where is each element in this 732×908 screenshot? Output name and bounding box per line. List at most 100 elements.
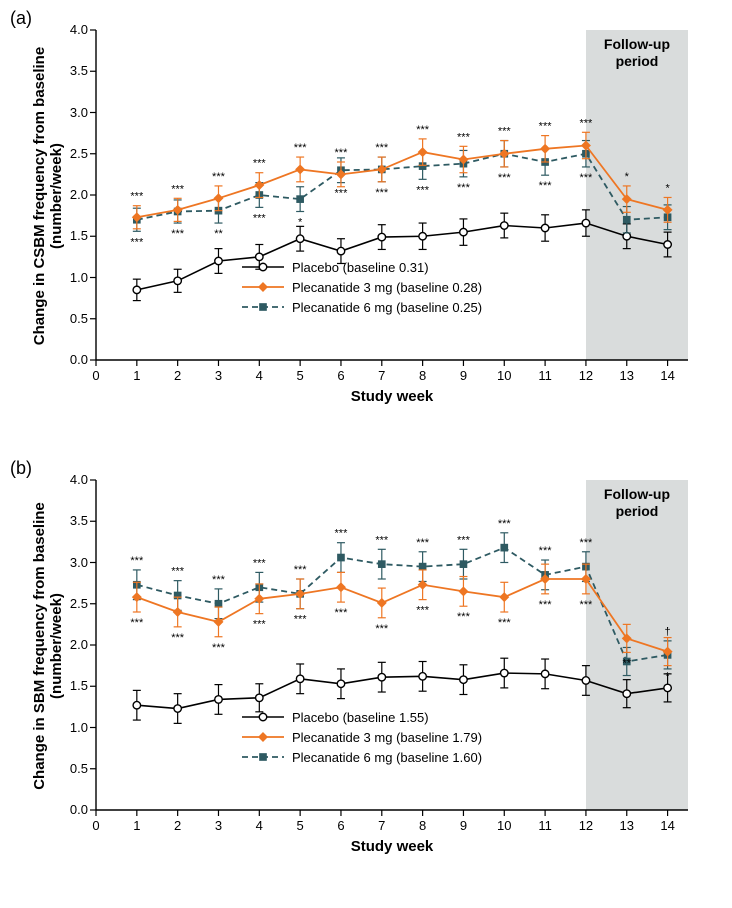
sig-marker: *** — [130, 236, 144, 248]
marker-plecanatide6 — [460, 561, 467, 568]
x-tick-label: 10 — [492, 818, 516, 833]
sig-marker: *** — [416, 184, 430, 196]
x-tick-label: 9 — [451, 368, 475, 383]
sig-marker: *** — [580, 599, 594, 611]
x-tick-label: 6 — [329, 368, 353, 383]
marker-placebo — [419, 233, 427, 241]
marker-plecanatide3 — [378, 599, 387, 608]
sig-marker: *** — [212, 574, 226, 586]
x-tick-label: 8 — [411, 368, 435, 383]
marker-plecanatide3 — [500, 593, 509, 602]
sig-marker: *** — [171, 566, 185, 578]
marker-placebo — [623, 690, 631, 698]
panel-b: (b)Follow-upperiod**********************… — [0, 450, 732, 904]
y-axis-title: Change in SBM frequency from baseline(nu… — [31, 481, 65, 811]
sig-marker: *** — [294, 564, 308, 576]
sig-marker: *** — [130, 617, 144, 629]
sig-marker: *** — [294, 614, 308, 626]
sig-marker: *** — [375, 187, 389, 199]
x-tick-label: 0 — [84, 368, 108, 383]
sig-marker: *** — [212, 171, 226, 183]
x-tick-label: 7 — [370, 818, 394, 833]
marker-plecanatide3 — [214, 194, 223, 203]
sig-marker: *** — [212, 642, 226, 654]
plot-svg: ****************************************… — [0, 0, 732, 454]
sig-marker: * — [665, 671, 670, 683]
sig-marker: *** — [457, 131, 471, 143]
sig-marker: *** — [539, 545, 553, 557]
sig-marker: *** — [171, 183, 185, 195]
marker-plecanatide3 — [459, 587, 468, 596]
legend: Placebo (baseline 0.31) Plecanatide 3 mg … — [240, 258, 482, 318]
sig-marker: ** — [622, 657, 631, 669]
sig-marker: *** — [335, 528, 349, 540]
panel-a: (a)Follow-upperiod**********************… — [0, 0, 732, 454]
marker-placebo — [296, 675, 304, 683]
sig-marker: *** — [171, 228, 185, 240]
x-tick-label: 4 — [247, 818, 271, 833]
legend-item-plecanatide3: Plecanatide 3 mg (baseline 0.28) — [240, 278, 482, 296]
sig-marker: *** — [457, 534, 471, 546]
marker-placebo — [460, 228, 468, 236]
sig-marker: *** — [335, 607, 349, 619]
sig-marker: *** — [580, 117, 594, 129]
marker-placebo — [419, 673, 427, 681]
x-tick-label: 11 — [533, 368, 557, 383]
marker-placebo — [215, 257, 223, 265]
x-tick-label: 2 — [166, 368, 190, 383]
legend: Placebo (baseline 1.55) Plecanatide 3 mg … — [240, 708, 482, 768]
x-tick-label: 11 — [533, 818, 557, 833]
sig-marker: *** — [335, 188, 349, 200]
marker-plecanatide6 — [378, 561, 385, 568]
marker-plecanatide3 — [296, 165, 305, 174]
x-tick-label: 13 — [615, 368, 639, 383]
marker-placebo — [256, 694, 264, 702]
figure: (a)Follow-upperiod**********************… — [0, 0, 732, 908]
marker-placebo — [378, 673, 386, 681]
legend-text: Placebo (baseline 0.31) — [292, 260, 429, 275]
x-tick-label: 13 — [615, 818, 639, 833]
sig-marker: *** — [498, 172, 512, 184]
series-line-plecanatide3 — [137, 579, 668, 652]
sig-marker: *** — [498, 617, 512, 629]
sig-marker: *** — [375, 534, 389, 546]
sig-marker: *** — [253, 158, 267, 170]
sig-marker: *** — [580, 537, 594, 549]
legend-item-plecanatide6: Plecanatide 6 mg (baseline 1.60) — [240, 748, 482, 766]
legend-item-placebo: Placebo (baseline 1.55) — [240, 708, 482, 726]
sig-marker: *** — [375, 142, 389, 154]
x-tick-label: 8 — [411, 818, 435, 833]
sig-marker: * — [665, 182, 670, 194]
marker-placebo — [664, 241, 672, 249]
x-tick-label: 3 — [206, 368, 230, 383]
marker-placebo — [133, 286, 141, 294]
x-axis-title: Study week — [96, 838, 688, 855]
marker-plecanatide3 — [663, 206, 672, 215]
legend-text: Plecanatide 6 mg (baseline 0.25) — [292, 300, 482, 315]
sig-marker: *** — [130, 555, 144, 567]
x-tick-label: 14 — [656, 818, 680, 833]
marker-placebo — [133, 701, 141, 709]
sig-marker: † — [665, 626, 671, 638]
marker-plecanatide3 — [337, 583, 346, 592]
marker-placebo — [541, 224, 549, 232]
x-tick-label: 1 — [125, 368, 149, 383]
x-tick-label: 4 — [247, 368, 271, 383]
marker-placebo — [582, 219, 590, 227]
x-tick-label: 9 — [451, 818, 475, 833]
sig-marker: *** — [416, 605, 430, 617]
marker-placebo — [337, 680, 345, 688]
sig-marker: *** — [416, 124, 430, 136]
marker-plecanatide3 — [541, 145, 550, 154]
marker-placebo — [501, 669, 509, 677]
marker-placebo — [174, 705, 182, 713]
marker-placebo — [174, 277, 182, 285]
sig-marker: *** — [171, 632, 185, 644]
x-tick-label: 12 — [574, 368, 598, 383]
marker-placebo — [296, 235, 304, 243]
legend-item-plecanatide3: Plecanatide 3 mg (baseline 1.79) — [240, 728, 482, 746]
marker-placebo — [623, 233, 631, 241]
marker-placebo — [541, 670, 549, 678]
sig-marker: *** — [294, 142, 308, 154]
sig-marker: *** — [498, 518, 512, 530]
